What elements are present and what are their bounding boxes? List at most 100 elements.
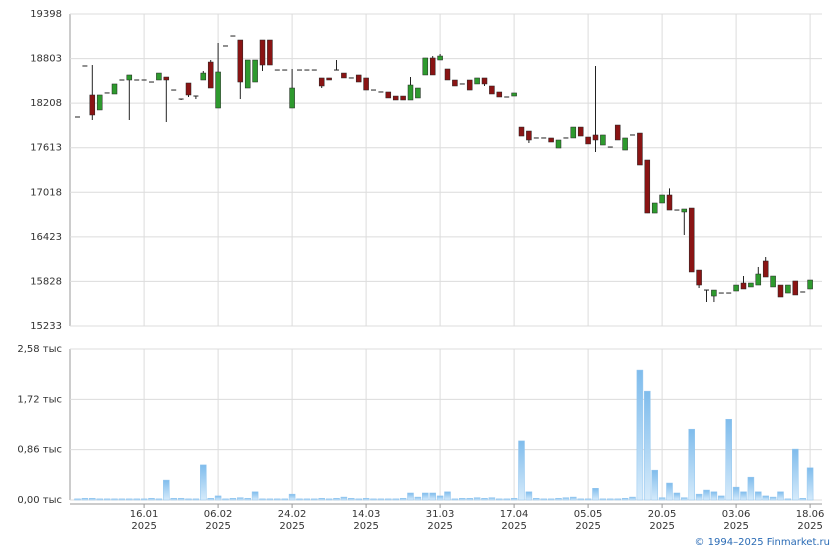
candle-body: [518, 126, 525, 137]
x-tick-label: 2025: [575, 521, 600, 532]
candle-body: [171, 89, 177, 91]
volume-bar: [762, 495, 769, 501]
candle-body: [392, 95, 399, 101]
volume-bar: [288, 493, 296, 501]
volume-bar: [96, 498, 103, 501]
volume-bar: [525, 491, 533, 501]
candle-body: [355, 74, 362, 83]
candle-body: [511, 92, 517, 97]
volume-bar: [473, 497, 481, 501]
candle-body: [644, 159, 651, 214]
y-tick-label: 0,00 тыс: [17, 495, 62, 506]
candle-body: [400, 95, 406, 101]
volume-bar: [718, 495, 725, 501]
volume-bar: [725, 418, 732, 501]
y-tick-label: 0,86 тыс: [17, 445, 62, 456]
candle-body: [304, 69, 310, 71]
candle-body: [614, 124, 621, 141]
candle-body: [104, 92, 110, 94]
volume-bar: [229, 497, 237, 501]
candle-body: [726, 292, 732, 294]
y-tick-label: 17613: [30, 143, 62, 154]
volume-bar: [192, 498, 200, 501]
y-tick-label: 16423: [30, 232, 62, 243]
candle-body: [504, 96, 510, 98]
candle-body: [577, 126, 584, 137]
x-tick-label: 20.05: [648, 509, 677, 520]
volume-bar: [621, 497, 629, 501]
volume-bar: [607, 498, 614, 501]
volume-bar: [688, 428, 695, 501]
candle-body: [681, 208, 688, 213]
volume-bar: [318, 497, 325, 501]
volume-bar: [769, 496, 777, 501]
volume-bar: [362, 497, 370, 501]
volume-bar: [451, 498, 459, 501]
candle-body: [585, 136, 591, 145]
volume-bar: [399, 497, 407, 501]
candle-body: [740, 282, 747, 290]
candle-body: [622, 137, 628, 151]
candle-body: [163, 76, 170, 81]
volume-bar: [599, 498, 607, 501]
copyright: © 1994–2025 Finmarket.ru: [694, 537, 830, 548]
volume-bar: [207, 497, 214, 501]
volume-bar: [251, 491, 259, 501]
volume-bar: [614, 498, 621, 501]
candle-body: [178, 98, 184, 100]
candle-body: [807, 279, 813, 290]
candle-body: [444, 68, 451, 81]
candle-body: [149, 81, 154, 83]
y-tick-label: 17018: [30, 187, 62, 198]
candle-body: [193, 95, 199, 97]
volume-bar: [799, 497, 806, 501]
volume-bar: [658, 497, 666, 501]
volume-bar: [407, 492, 414, 501]
volume-bar: [385, 498, 392, 501]
candle-body: [75, 116, 80, 118]
x-tick-label: 2025: [353, 521, 378, 532]
volume-bar: [792, 448, 799, 501]
candle-body: [111, 83, 118, 95]
volume-bar: [503, 498, 510, 501]
candle-body: [230, 35, 236, 37]
volume-bar: [126, 498, 133, 501]
volume-bar: [163, 479, 170, 501]
volume-bar: [170, 497, 177, 501]
candle-body: [252, 59, 258, 83]
candle-body: [792, 280, 799, 296]
candle-body: [570, 126, 577, 139]
volume-bar: [74, 498, 81, 501]
volume-bar: [710, 491, 718, 501]
candle-body: [289, 87, 295, 109]
volume-bar: [570, 496, 577, 501]
x-tick-label: 31.03: [426, 509, 455, 520]
candle-body: [363, 77, 369, 91]
volume-bar: [673, 492, 681, 501]
volume-bar: [747, 476, 755, 501]
volume-bar: [755, 491, 762, 501]
candle-body: [555, 139, 562, 149]
volume-bar: [281, 498, 288, 501]
volume-bar: [214, 495, 222, 501]
volume-bar: [518, 440, 525, 501]
candle-body: [415, 87, 421, 99]
candle-body: [526, 130, 532, 141]
candle-body: [666, 194, 673, 211]
candle-body: [282, 69, 288, 71]
volume-bar: [777, 491, 784, 501]
candle-body: [96, 94, 103, 111]
candle-body: [385, 91, 392, 99]
candle-body: [651, 202, 658, 214]
volume-bar: [303, 498, 311, 501]
volume-bar: [444, 491, 451, 501]
candle-body: [607, 146, 613, 148]
volume-bar: [148, 497, 155, 501]
volume-bar: [806, 467, 814, 501]
candle-body: [459, 83, 465, 85]
volume-bar: [510, 497, 518, 501]
candle-body: [185, 82, 192, 96]
candle-body: [733, 284, 739, 292]
volume-bar: [118, 498, 126, 501]
